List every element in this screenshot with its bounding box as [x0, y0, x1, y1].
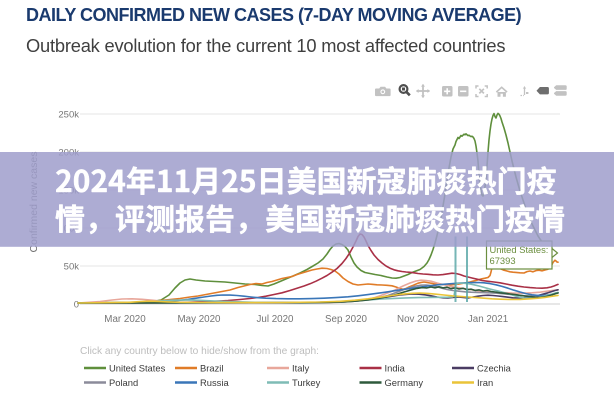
svg-text:0: 0 [74, 300, 79, 311]
svg-text:Poland: Poland [109, 377, 138, 388]
svg-text:67393: 67393 [490, 255, 516, 266]
svg-text:Iran: Iran [477, 377, 493, 388]
svg-text:May 2020: May 2020 [177, 314, 221, 325]
svg-text:India: India [385, 363, 406, 374]
svg-text:Mar 2020: Mar 2020 [104, 314, 146, 325]
svg-text:Italy: Italy [292, 363, 310, 374]
svg-text:Jan 2021: Jan 2021 [468, 314, 508, 325]
svg-text:250k: 250k [58, 110, 79, 121]
svg-text:Nov 2020: Nov 2020 [397, 314, 439, 325]
svg-text:United States: United States [109, 363, 166, 374]
svg-text:Click any country below to hid: Click any country below to hide/show fro… [80, 346, 319, 357]
svg-text:Sep 2020: Sep 2020 [325, 314, 367, 325]
svg-text:Turkey: Turkey [292, 377, 321, 388]
svg-text:Jul 2020: Jul 2020 [256, 314, 294, 325]
svg-text:50k: 50k [64, 262, 80, 273]
svg-text:Russia: Russia [200, 377, 229, 388]
svg-text:United States:: United States: [490, 244, 549, 255]
svg-text:Czechia: Czechia [477, 363, 512, 374]
svg-text:Germany: Germany [385, 377, 424, 388]
svg-text:Brazil: Brazil [200, 363, 223, 374]
